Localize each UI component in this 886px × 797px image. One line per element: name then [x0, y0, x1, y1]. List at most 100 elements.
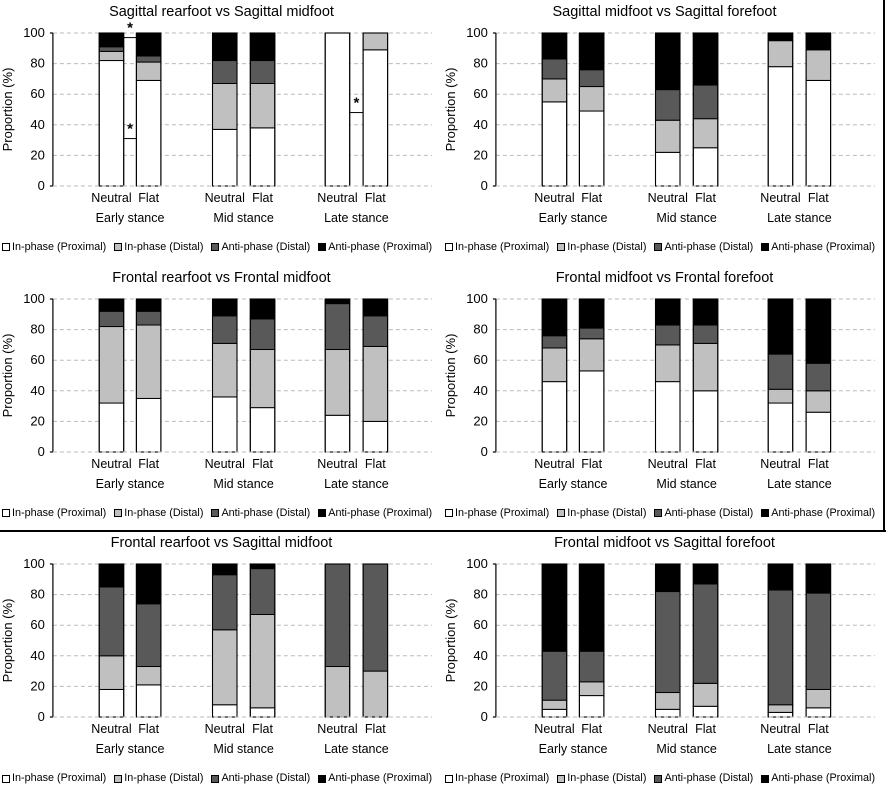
svg-text:Neutral: Neutral	[760, 722, 800, 736]
svg-text:100: 100	[23, 556, 45, 571]
svg-text:Neutral: Neutral	[205, 722, 245, 736]
svg-text:60: 60	[30, 618, 44, 633]
svg-text:Late stance: Late stance	[767, 477, 832, 491]
svg-text:Flat: Flat	[695, 722, 716, 736]
svg-text:0: 0	[481, 709, 488, 724]
svg-text:100: 100	[23, 25, 45, 40]
svg-text:Neutral: Neutral	[91, 722, 131, 736]
svg-text:Flat: Flat	[581, 722, 602, 736]
svg-text:Early stance: Early stance	[539, 742, 608, 756]
svg-text:Mid stance: Mid stance	[213, 477, 273, 491]
svg-text:20: 20	[473, 147, 487, 162]
svg-text:Flat: Flat	[808, 722, 829, 736]
svg-text:Proportion (%): Proportion (%)	[0, 333, 15, 417]
svg-text:Neutral: Neutral	[534, 457, 574, 471]
svg-text:Late stance: Late stance	[767, 742, 832, 756]
svg-text:Early stance: Early stance	[96, 211, 165, 225]
svg-text:20: 20	[30, 147, 44, 162]
svg-text:60: 60	[473, 352, 487, 367]
svg-text:60: 60	[30, 86, 44, 101]
svg-text:Frontal midfoot vs Frontal for: Frontal midfoot vs Frontal forefoot	[556, 270, 774, 286]
svg-text:Sagittal midfoot vs Sagittal f: Sagittal midfoot vs Sagittal forefoot	[552, 4, 776, 20]
svg-text:60: 60	[473, 86, 487, 101]
svg-text:Proportion (%): Proportion (%)	[443, 333, 458, 417]
svg-text:Mid stance: Mid stance	[656, 211, 716, 225]
svg-text:Late stance: Late stance	[767, 211, 832, 225]
svg-text:*: *	[127, 20, 133, 37]
svg-text:Late stance: Late stance	[324, 477, 389, 491]
svg-text:0: 0	[481, 444, 488, 459]
svg-text:Neutral: Neutral	[648, 191, 688, 205]
svg-text:Proportion (%): Proportion (%)	[0, 599, 15, 683]
svg-text:Neutral: Neutral	[205, 457, 245, 471]
svg-text:40: 40	[473, 117, 487, 132]
svg-text:80: 80	[30, 56, 44, 71]
svg-text:Neutral: Neutral	[317, 191, 357, 205]
svg-text:Neutral: Neutral	[317, 722, 357, 736]
svg-text:Proportion (%): Proportion (%)	[0, 68, 15, 152]
svg-text:Neutral: Neutral	[760, 457, 800, 471]
svg-text:Early stance: Early stance	[539, 211, 608, 225]
svg-text:60: 60	[30, 352, 44, 367]
svg-text:Flat: Flat	[365, 191, 386, 205]
svg-text:Flat: Flat	[808, 457, 829, 471]
svg-text:Neutral: Neutral	[91, 457, 131, 471]
svg-text:Neutral: Neutral	[205, 191, 245, 205]
svg-text:80: 80	[473, 56, 487, 71]
svg-text:Early stance: Early stance	[96, 742, 165, 756]
svg-text:Neutral: Neutral	[648, 722, 688, 736]
svg-text:Flat: Flat	[365, 722, 386, 736]
svg-text:Mid stance: Mid stance	[656, 477, 716, 491]
svg-text:Neutral: Neutral	[91, 191, 131, 205]
svg-text:100: 100	[466, 556, 488, 571]
svg-text:Mid stance: Mid stance	[656, 742, 716, 756]
svg-text:100: 100	[23, 291, 45, 306]
svg-text:*: *	[353, 95, 359, 112]
svg-text:Neutral: Neutral	[534, 191, 574, 205]
svg-text:40: 40	[473, 648, 487, 663]
svg-text:0: 0	[38, 178, 45, 193]
svg-text:Flat: Flat	[581, 191, 602, 205]
svg-text:40: 40	[473, 382, 487, 397]
svg-text:20: 20	[30, 413, 44, 428]
svg-text:Flat: Flat	[252, 457, 273, 471]
svg-text:80: 80	[473, 321, 487, 336]
svg-text:40: 40	[30, 648, 44, 663]
svg-text:80: 80	[30, 587, 44, 602]
svg-text:40: 40	[30, 382, 44, 397]
svg-text:*: *	[127, 121, 133, 138]
svg-text:0: 0	[38, 444, 45, 459]
svg-text:Proportion (%): Proportion (%)	[443, 68, 458, 152]
svg-text:80: 80	[473, 587, 487, 602]
svg-text:Neutral: Neutral	[648, 457, 688, 471]
svg-text:Frontal rearfoot vs Frontal mi: Frontal rearfoot vs Frontal midfoot	[112, 270, 330, 286]
svg-text:80: 80	[30, 321, 44, 336]
svg-text:100: 100	[466, 25, 488, 40]
svg-text:Mid stance: Mid stance	[213, 742, 273, 756]
svg-text:Flat: Flat	[252, 722, 273, 736]
svg-text:0: 0	[38, 709, 45, 724]
svg-text:Flat: Flat	[695, 191, 716, 205]
svg-text:Flat: Flat	[808, 191, 829, 205]
svg-text:Flat: Flat	[138, 191, 159, 205]
svg-text:Neutral: Neutral	[760, 191, 800, 205]
svg-text:20: 20	[30, 679, 44, 694]
svg-text:Early stance: Early stance	[539, 477, 608, 491]
svg-text:Flat: Flat	[138, 722, 159, 736]
svg-text:40: 40	[30, 117, 44, 132]
svg-text:Sagittal rearfoot vs Sagittal: Sagittal rearfoot vs Sagittal midfoot	[109, 4, 334, 20]
svg-text:20: 20	[473, 679, 487, 694]
svg-text:Flat: Flat	[252, 191, 273, 205]
svg-text:0: 0	[481, 178, 488, 193]
svg-text:Flat: Flat	[581, 457, 602, 471]
svg-text:Proportion (%): Proportion (%)	[443, 599, 458, 683]
svg-text:Mid stance: Mid stance	[213, 211, 273, 225]
svg-text:Neutral: Neutral	[534, 722, 574, 736]
svg-text:Frontal midfoot vs Sagittal fo: Frontal midfoot vs Sagittal forefoot	[554, 535, 775, 551]
svg-text:Flat: Flat	[695, 457, 716, 471]
svg-text:Late stance: Late stance	[324, 742, 389, 756]
svg-text:Late stance: Late stance	[324, 211, 389, 225]
svg-text:Flat: Flat	[365, 457, 386, 471]
svg-text:Neutral: Neutral	[317, 457, 357, 471]
svg-text:20: 20	[473, 413, 487, 428]
